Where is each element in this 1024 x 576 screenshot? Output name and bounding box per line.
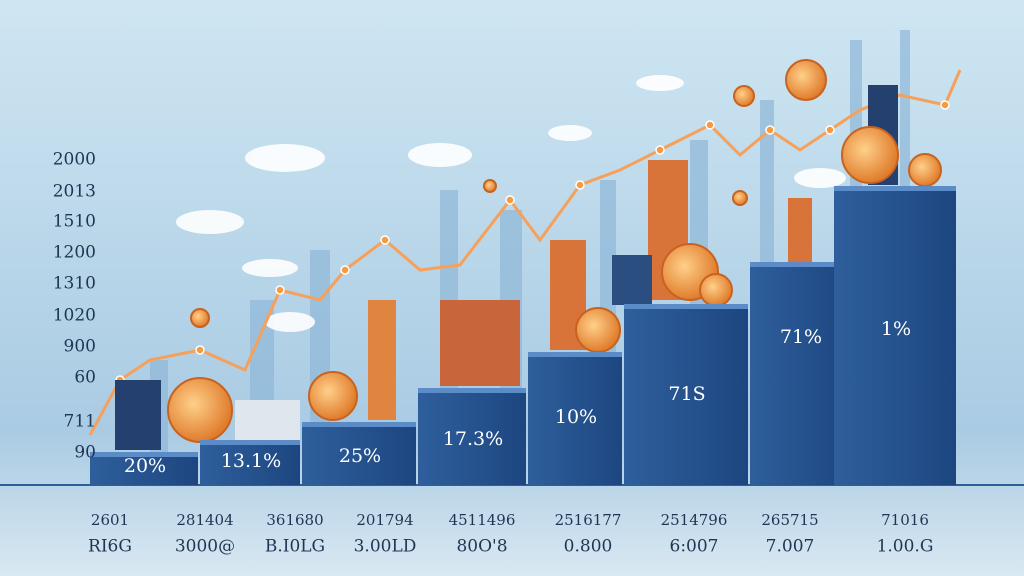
x-sublabel: B.I0LG [265, 537, 325, 557]
x-sublabel: 3.00LD [354, 537, 417, 557]
bar-top [750, 262, 850, 267]
bar-label: 71S [668, 383, 705, 405]
bar-label: 1% [881, 318, 911, 340]
y-axis-label: 900 [64, 337, 96, 357]
bar [750, 262, 850, 485]
bar-label: 10% [555, 406, 597, 428]
x-label: 2601 [91, 511, 129, 529]
y-axis-label: 2013 [53, 182, 96, 202]
y-axis-label: 90 [74, 443, 96, 463]
y-axis-label: 711 [64, 412, 96, 432]
bar-label: 13.1% [221, 450, 281, 472]
bar-label: 20% [124, 455, 166, 477]
x-label: 71016 [881, 511, 929, 529]
y-axis-label: 2000 [53, 150, 96, 170]
x-sublabel: 1.00.G [877, 537, 934, 557]
x-sublabel: 6:007 [670, 537, 719, 557]
coins [167, 59, 942, 443]
buildings [115, 85, 898, 450]
x-label: 361680 [266, 511, 323, 529]
bar-top [418, 388, 526, 393]
y-axis-label: 1510 [53, 212, 96, 232]
trend-dots [115, 100, 950, 385]
x-sublabel: 80O'8 [456, 537, 507, 557]
bar [528, 352, 622, 485]
bar [90, 452, 198, 485]
x-label: 4511496 [449, 511, 516, 529]
x-label: 201794 [356, 511, 413, 529]
bar [302, 422, 416, 485]
x-sublabel: RI6G [88, 537, 132, 557]
bar-label: 25% [339, 445, 381, 467]
y-axis-label: 60 [74, 368, 96, 388]
bar-top [834, 186, 956, 191]
bar-top [90, 452, 198, 457]
bar-label: 71% [780, 326, 822, 348]
bar [418, 388, 526, 485]
bar-top [528, 352, 622, 357]
x-sublabel: 3000@ [175, 537, 235, 557]
labels: 20% 13.1% 25% 17.3% 10% 71S 71% 1% 2000 2013 1510 1… [53, 150, 934, 557]
bar-label: 17.3% [443, 428, 503, 450]
x-label: 2516177 [555, 511, 622, 529]
x-sublabel: 7.007 [766, 537, 815, 557]
x-label: 265715 [761, 511, 818, 529]
clouds [176, 75, 846, 332]
x-label: 281404 [176, 511, 233, 529]
bar [834, 186, 956, 485]
y-axis-label: 1200 [53, 243, 96, 263]
bar [624, 304, 748, 485]
bars [90, 186, 956, 485]
x-label: 2514796 [661, 511, 728, 529]
bar-top [200, 440, 300, 445]
bar-top [624, 304, 748, 309]
y-axis-label: 1310 [53, 274, 96, 294]
x-sublabel: 0.800 [564, 537, 613, 557]
y-axis-label: 1020 [53, 306, 96, 326]
bar-top [302, 422, 416, 427]
bar [200, 440, 300, 485]
